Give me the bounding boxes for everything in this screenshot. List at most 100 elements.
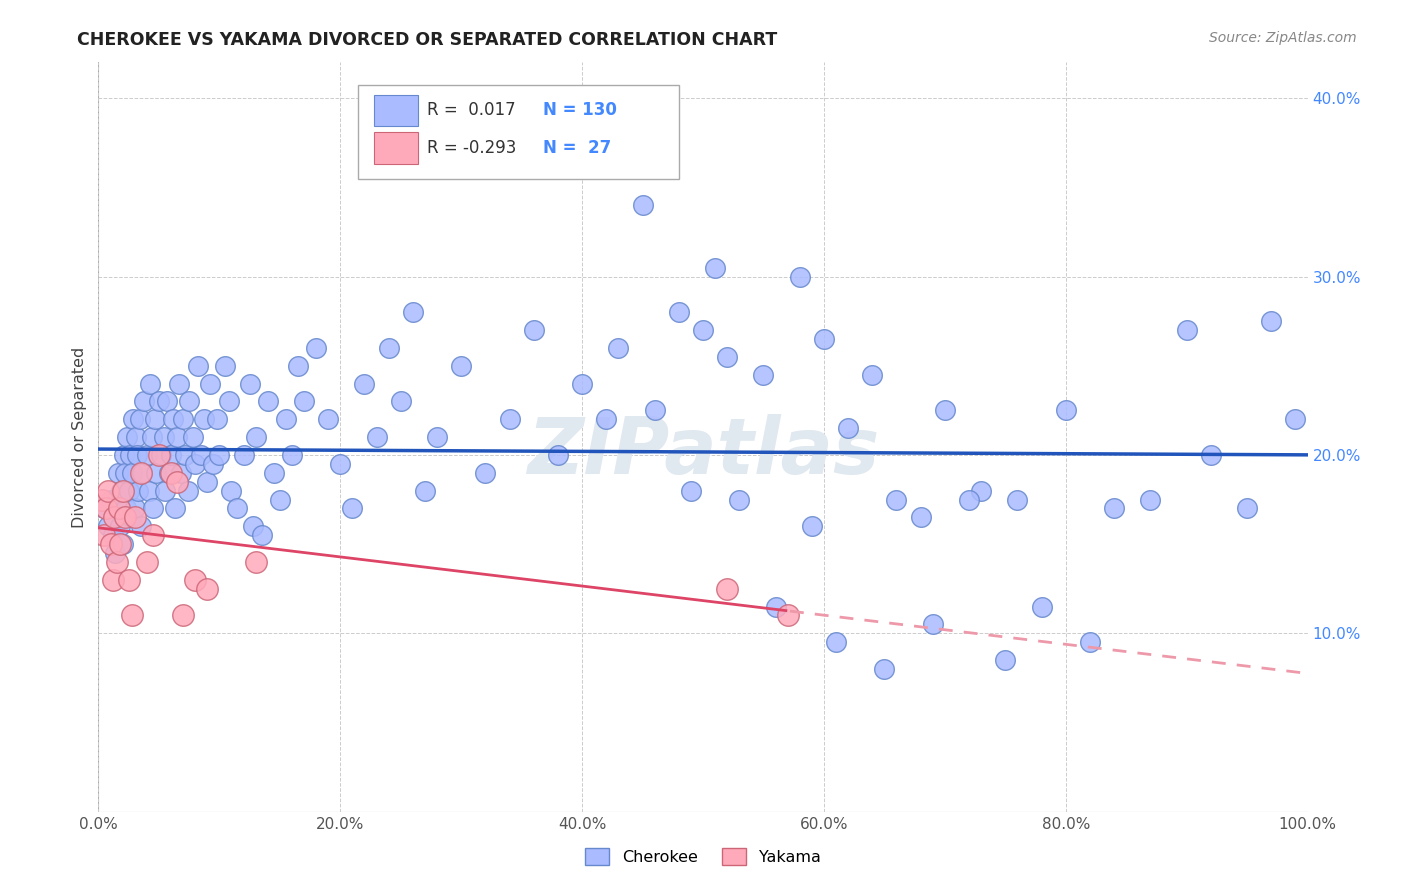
Point — [148, 448, 170, 462]
Point — [765, 599, 787, 614]
Point — [97, 519, 120, 533]
Point — [498, 412, 520, 426]
Point — [1031, 599, 1053, 614]
FancyBboxPatch shape — [374, 132, 418, 163]
Point — [166, 430, 188, 444]
Point — [177, 483, 200, 498]
Point — [274, 412, 297, 426]
Point — [103, 510, 125, 524]
Text: ZIPatlas: ZIPatlas — [527, 414, 879, 490]
Point — [1175, 323, 1198, 337]
Point — [198, 376, 221, 391]
Point — [329, 457, 352, 471]
Point — [124, 510, 146, 524]
Point — [218, 394, 240, 409]
Point — [245, 430, 267, 444]
Point — [208, 448, 231, 462]
Point — [547, 448, 569, 462]
Point — [692, 323, 714, 337]
Point — [195, 475, 218, 489]
Point — [118, 573, 141, 587]
Point — [263, 466, 285, 480]
Point — [873, 662, 896, 676]
Point — [316, 412, 339, 426]
Point — [921, 617, 943, 632]
Point — [118, 448, 141, 462]
Point — [910, 510, 932, 524]
Point — [353, 376, 375, 391]
Point — [934, 403, 956, 417]
Point — [342, 501, 364, 516]
Point — [166, 475, 188, 489]
Point — [1078, 635, 1101, 649]
Legend: Cherokee, Yakama: Cherokee, Yakama — [579, 842, 827, 871]
Point — [668, 305, 690, 319]
Point — [142, 528, 165, 542]
Point — [1260, 314, 1282, 328]
Point — [101, 528, 124, 542]
Point — [837, 421, 859, 435]
Point — [886, 492, 908, 507]
Text: CHEROKEE VS YAKAMA DIVORCED OR SEPARATED CORRELATION CHART: CHEROKEE VS YAKAMA DIVORCED OR SEPARATED… — [77, 31, 778, 49]
Point — [595, 412, 617, 426]
Point — [184, 457, 207, 471]
Point — [860, 368, 883, 382]
Point — [108, 537, 131, 551]
Point — [142, 501, 165, 516]
Text: R = -0.293: R = -0.293 — [427, 139, 516, 157]
Point — [141, 430, 163, 444]
Point — [287, 359, 309, 373]
Point — [1236, 501, 1258, 516]
Point — [108, 501, 131, 516]
Point — [105, 492, 128, 507]
Point — [169, 376, 191, 391]
Point — [117, 430, 139, 444]
Point — [716, 350, 738, 364]
Point — [305, 341, 328, 355]
Point — [152, 430, 174, 444]
Point — [114, 466, 136, 480]
Point — [114, 510, 136, 524]
Point — [789, 269, 811, 284]
Point — [163, 501, 186, 516]
Point — [162, 412, 184, 426]
Point — [135, 448, 157, 462]
Point — [128, 412, 150, 426]
Point — [115, 501, 138, 516]
Point — [825, 635, 848, 649]
Point — [1007, 492, 1029, 507]
Point — [193, 412, 215, 426]
Point — [752, 368, 775, 382]
Point — [93, 528, 115, 542]
Point — [138, 483, 160, 498]
Point — [221, 483, 243, 498]
Point — [139, 376, 162, 391]
Point — [172, 412, 194, 426]
FancyBboxPatch shape — [374, 95, 418, 126]
Point — [292, 394, 315, 409]
Point — [800, 519, 823, 533]
Point — [523, 323, 546, 337]
Point — [131, 466, 153, 480]
Point — [190, 448, 212, 462]
Point — [169, 466, 191, 480]
Point — [366, 430, 388, 444]
Point — [1054, 403, 1077, 417]
Point — [187, 359, 209, 373]
Text: N =  27: N = 27 — [543, 139, 612, 157]
Point — [813, 332, 835, 346]
Point — [679, 483, 702, 498]
Point — [105, 555, 128, 569]
Point — [181, 430, 204, 444]
Point — [644, 403, 666, 417]
Y-axis label: Divorced or Separated: Divorced or Separated — [72, 346, 87, 528]
Point — [125, 430, 148, 444]
Point — [135, 555, 157, 569]
Point — [134, 394, 156, 409]
Point — [122, 412, 145, 426]
Point — [426, 430, 449, 444]
Point — [1199, 448, 1222, 462]
Point — [214, 359, 236, 373]
Point — [179, 394, 201, 409]
Point — [94, 501, 117, 516]
